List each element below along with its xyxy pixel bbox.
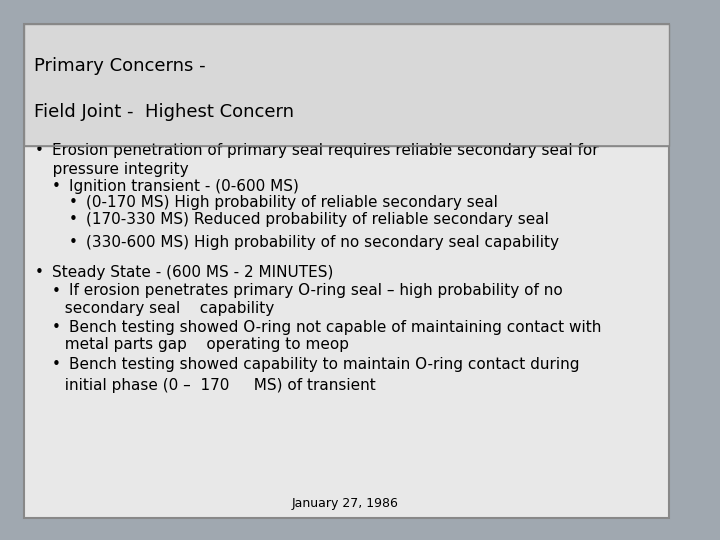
Text: (170-330 MS) Reduced probability of reliable secondary seal: (170-330 MS) Reduced probability of reli…	[86, 212, 549, 227]
Text: •: •	[35, 143, 43, 158]
Text: •: •	[52, 179, 60, 194]
FancyBboxPatch shape	[24, 24, 669, 146]
Text: •: •	[69, 235, 78, 250]
Text: Bench testing showed O-ring not capable of maintaining contact with: Bench testing showed O-ring not capable …	[69, 320, 601, 335]
Text: •: •	[52, 284, 60, 299]
Text: Primary Concerns -: Primary Concerns -	[35, 57, 206, 75]
Text: •: •	[35, 265, 43, 280]
Text: Ignition transient - (0-600 MS): Ignition transient - (0-600 MS)	[69, 179, 299, 194]
Text: (330-600 MS) High probability of no secondary seal capability: (330-600 MS) High probability of no seco…	[86, 235, 559, 250]
Text: •: •	[52, 320, 60, 335]
Text: initial phase (0 –  170     MS) of transient: initial phase (0 – 170 MS) of transient	[55, 378, 376, 393]
Text: secondary seal    capability: secondary seal capability	[55, 301, 274, 316]
Text: •: •	[69, 195, 78, 211]
Text: •: •	[69, 212, 78, 227]
FancyBboxPatch shape	[24, 24, 669, 518]
Text: pressure integrity: pressure integrity	[38, 162, 189, 177]
Text: Steady State - (600 MS - 2 MINUTES): Steady State - (600 MS - 2 MINUTES)	[52, 265, 333, 280]
Text: metal parts gap    operating to meop: metal parts gap operating to meop	[55, 337, 349, 352]
Text: January 27, 1986: January 27, 1986	[292, 497, 398, 510]
Text: Field Joint -  Highest Concern: Field Joint - Highest Concern	[35, 103, 294, 120]
Text: Bench testing showed capability to maintain O-ring contact during: Bench testing showed capability to maint…	[69, 357, 580, 373]
Text: (0-170 MS) High probability of reliable secondary seal: (0-170 MS) High probability of reliable …	[86, 195, 498, 211]
Text: Erosion penetration of primary seal requires reliable secondary seal for: Erosion penetration of primary seal requ…	[52, 143, 598, 158]
Text: If erosion penetrates primary O-ring seal – high probability of no: If erosion penetrates primary O-ring sea…	[69, 284, 563, 299]
Text: •: •	[52, 357, 60, 373]
